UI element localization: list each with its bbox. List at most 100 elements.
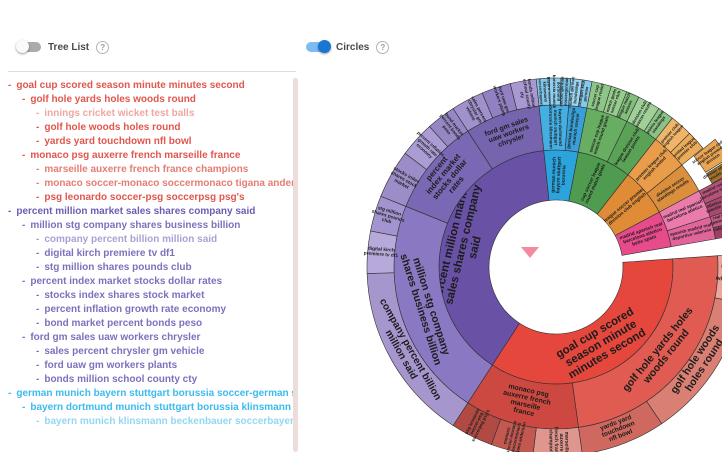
sunburst-segment[interactable] [705,159,722,184]
tree-item[interactable]: - german munich bayern stuttgart borussia… [0,387,293,401]
tree-item-label: goal cup scored season minute minutes se… [16,80,245,91]
tree-item[interactable]: - million stg company shares business bil… [0,219,293,233]
tree-item[interactable]: - digital kirch premiere tv df1 [0,247,293,261]
tree-item-label: ford gm sales uaw workers chrysler [30,332,201,343]
tree-item-label: percent index market stocks dollar rates [30,276,223,287]
tree-item[interactable]: - stocks index shares stock market [0,289,293,303]
tree-item[interactable]: - company percent billion million said [0,233,293,247]
tree-list: - goal cup scored season minute minutes s… [0,79,293,452]
collapse-dash-icon: - [36,234,40,245]
tree-item-label: psg leonardo soccer-psg soccerpsg psg's [44,192,245,203]
sunburst-segment-label: stuttgart kickgerman [577,79,591,107]
tree-item[interactable]: - stg million shares pounds club [0,261,293,275]
tree-item[interactable]: - bayern munich klinsmann beckenbauer soc… [0,415,293,429]
selection-marker-icon [521,247,539,258]
collapse-dash-icon: - [36,318,40,329]
tree-item-label: percent inflation growth rate economy [44,304,227,315]
tree-item-label: yards yard touchdown nfl bowl [44,136,192,147]
collapse-dash-icon: - [36,108,40,119]
help-icon[interactable]: ? [376,40,390,54]
toggle-thumb-icon [16,40,29,53]
tree-item[interactable]: - yards yard touchdown nfl bowl [0,135,293,149]
collapse-dash-icon: - [22,276,26,287]
sunburst-segment-label: bonds millionschool countycty [517,78,537,111]
collapse-dash-icon: - [36,262,40,273]
collapse-dash-icon: - [36,360,40,371]
tree-item-label: bond market percent bonds peso [44,318,203,329]
collapse-dash-icon: - [36,416,40,427]
tree-item[interactable]: - monaco psg auxerre french marseille fra… [0,149,293,163]
divider [8,71,296,72]
tree-list-toggle[interactable] [16,40,41,53]
tree-item-label: monaco psg auxerre french marseille fran… [30,150,241,161]
collapse-dash-icon: - [36,290,40,301]
tree-item[interactable]: - bond market percent bonds peso [0,317,293,331]
help-icon[interactable]: ? [96,40,110,54]
tree-item[interactable]: - bonds million school county cty [0,373,293,387]
circles-toolbar: Circles ? [306,38,390,56]
toggle-thumb-icon [318,40,331,53]
tree-item[interactable]: - innings cricket wicket test balls [0,107,293,121]
tree-item[interactable]: - ford uaw gm workers plants [0,359,293,373]
collapse-dash-icon: - [22,150,26,161]
sunburst-segment-label: soccer cupleague round [589,82,605,110]
collapse-dash-icon: - [36,178,40,189]
collapse-dash-icon: - [36,248,40,259]
tree-item-label: golf hole yards holes woods round [30,94,196,105]
tree-item[interactable]: - goal cup scored season minute minutes s… [0,79,293,93]
tree-item-label: ford uaw gm workers plants [44,360,178,371]
tree-item-label: golf hole woods holes round [44,122,181,133]
tree-item[interactable]: - psg leonardo soccer-psg soccerpsg psg's [0,191,293,205]
tree-item[interactable]: - sales percent chrysler gm vehicle [0,345,293,359]
tree-item[interactable]: - golf hole woods holes round [0,121,293,135]
collapse-dash-icon: - [22,220,26,231]
tree-item[interactable]: - marseille auxerre french france champio… [0,163,293,177]
collapse-dash-icon: - [36,192,40,203]
tree-item[interactable]: - bayern dortmund munich stuttgart boruss… [0,401,293,415]
tree-item-label: bayern dortmund munich stuttgart borussi… [30,402,291,413]
sunburst-segment[interactable] [712,221,722,240]
sunburst-segment-label: dortmundborussia munich [552,75,562,109]
tree-item-label: company percent billion million said [44,234,218,245]
sunburst-segment[interactable] [714,254,722,303]
sunburst-segment-label: digital kirchpremiere tv df1 [363,245,398,259]
collapse-dash-icon: - [22,402,26,413]
tree-item-label: stg million shares pounds club [44,262,192,273]
tree-item[interactable]: - percent million market sales shares com… [0,205,293,219]
sunburst-segment-label: soccer-germansoccergerman [558,76,569,107]
scrollbar[interactable] [293,78,298,452]
collapse-dash-icon: - [8,206,12,217]
tree-item[interactable]: - monaco soccer-monaco soccermonaco tigan… [0,177,293,191]
tree-item-label: digital kirch premiere tv df1 [44,248,175,259]
tree-item[interactable]: - ford gm sales uaw workers chrysler [0,331,293,345]
tree-item-label: bonds million school county cty [44,374,198,385]
collapse-dash-icon: - [36,164,40,175]
circles-toggle[interactable] [306,40,331,53]
tree-list-label: Tree List [48,41,90,53]
tree-item-label: stocks index shares stock market [44,290,205,301]
collapse-dash-icon: - [36,122,40,133]
collapse-dash-icon: - [8,388,12,399]
sunburst-segment-label: bayern dortmundmunich stuttgartborussia … [548,106,563,149]
tree-list-toolbar: Tree List ? [16,38,110,56]
tree-item-label: percent million market sales shares comp… [16,206,256,217]
collapse-dash-icon: - [36,346,40,357]
collapse-dash-icon: - [22,332,26,343]
tree-item[interactable]: - percent inflation growth rate economy [0,303,293,317]
tree-item-label: bayern munich klinsmann beckenbauer socc… [44,416,293,427]
collapse-dash-icon: - [36,304,40,315]
tree-item-label: sales percent chrysler gm vehicle [44,346,205,357]
tree-item-label: innings cricket wicket test balls [44,108,195,119]
tree-item[interactable]: - percent index market stocks dollar rate… [0,275,293,289]
tree-item[interactable]: - golf hole yards holes woods round [0,93,293,107]
tree-item-label: marseille auxerre french france champion… [44,164,249,175]
tree-item-label: monaco soccer-monaco soccermonaco tigana… [44,178,293,189]
collapse-dash-icon: - [8,80,12,91]
tree-item-label: million stg company shares business bill… [30,220,241,231]
sunburst-segment-label: munich germanbundesliga [567,76,580,108]
sunburst-segment-label: german bundesligamunich soccer [566,107,581,150]
sunburst-segment[interactable] [693,138,722,173]
collapse-dash-icon: - [36,136,40,147]
